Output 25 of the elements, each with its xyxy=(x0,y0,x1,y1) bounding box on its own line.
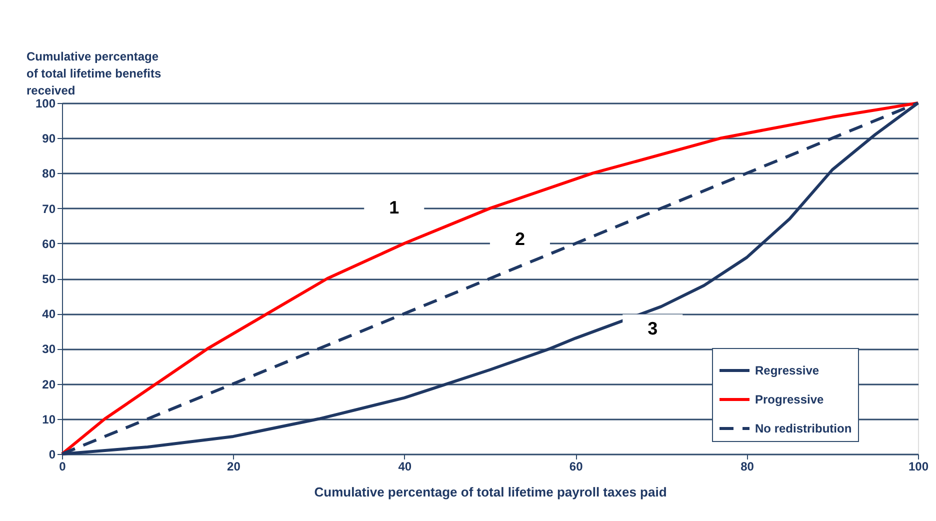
y-tick-label: 30 xyxy=(42,342,56,356)
x-axis-title: Cumulative percentage of total lifetime payroll taxes paid xyxy=(314,484,667,500)
y-tick-label: 100 xyxy=(35,96,56,110)
legend-label: Progressive xyxy=(755,392,824,406)
y-tick-label: 0 xyxy=(48,448,56,462)
y-tick-label: 40 xyxy=(42,307,56,322)
y-tick-label: 60 xyxy=(42,236,56,251)
x-tick-label: 20 xyxy=(227,460,241,474)
y-axis-title: Cumulative percentage of total lifetime benefits received xyxy=(26,50,162,98)
x-tick-label: 60 xyxy=(569,460,584,474)
y-tick-label: 70 xyxy=(42,202,56,216)
y-tick-label: 50 xyxy=(42,272,56,286)
annotation: 1 xyxy=(389,197,400,218)
legend-label: No redistribution xyxy=(755,422,852,436)
annotation: 2 xyxy=(514,228,525,249)
y-tick-label: 20 xyxy=(42,377,56,392)
x-tick-label: 40 xyxy=(398,460,412,474)
y-tick-label: 90 xyxy=(42,132,56,146)
y-tick-label: 80 xyxy=(42,166,56,181)
x-tick-label: 80 xyxy=(740,460,754,474)
legend-label: Regressive xyxy=(755,364,820,378)
y-tick-label: 10 xyxy=(42,412,56,426)
x-tick-label: 100 xyxy=(908,460,929,474)
x-tick-label: 0 xyxy=(59,460,66,474)
annotation: 3 xyxy=(648,318,658,338)
